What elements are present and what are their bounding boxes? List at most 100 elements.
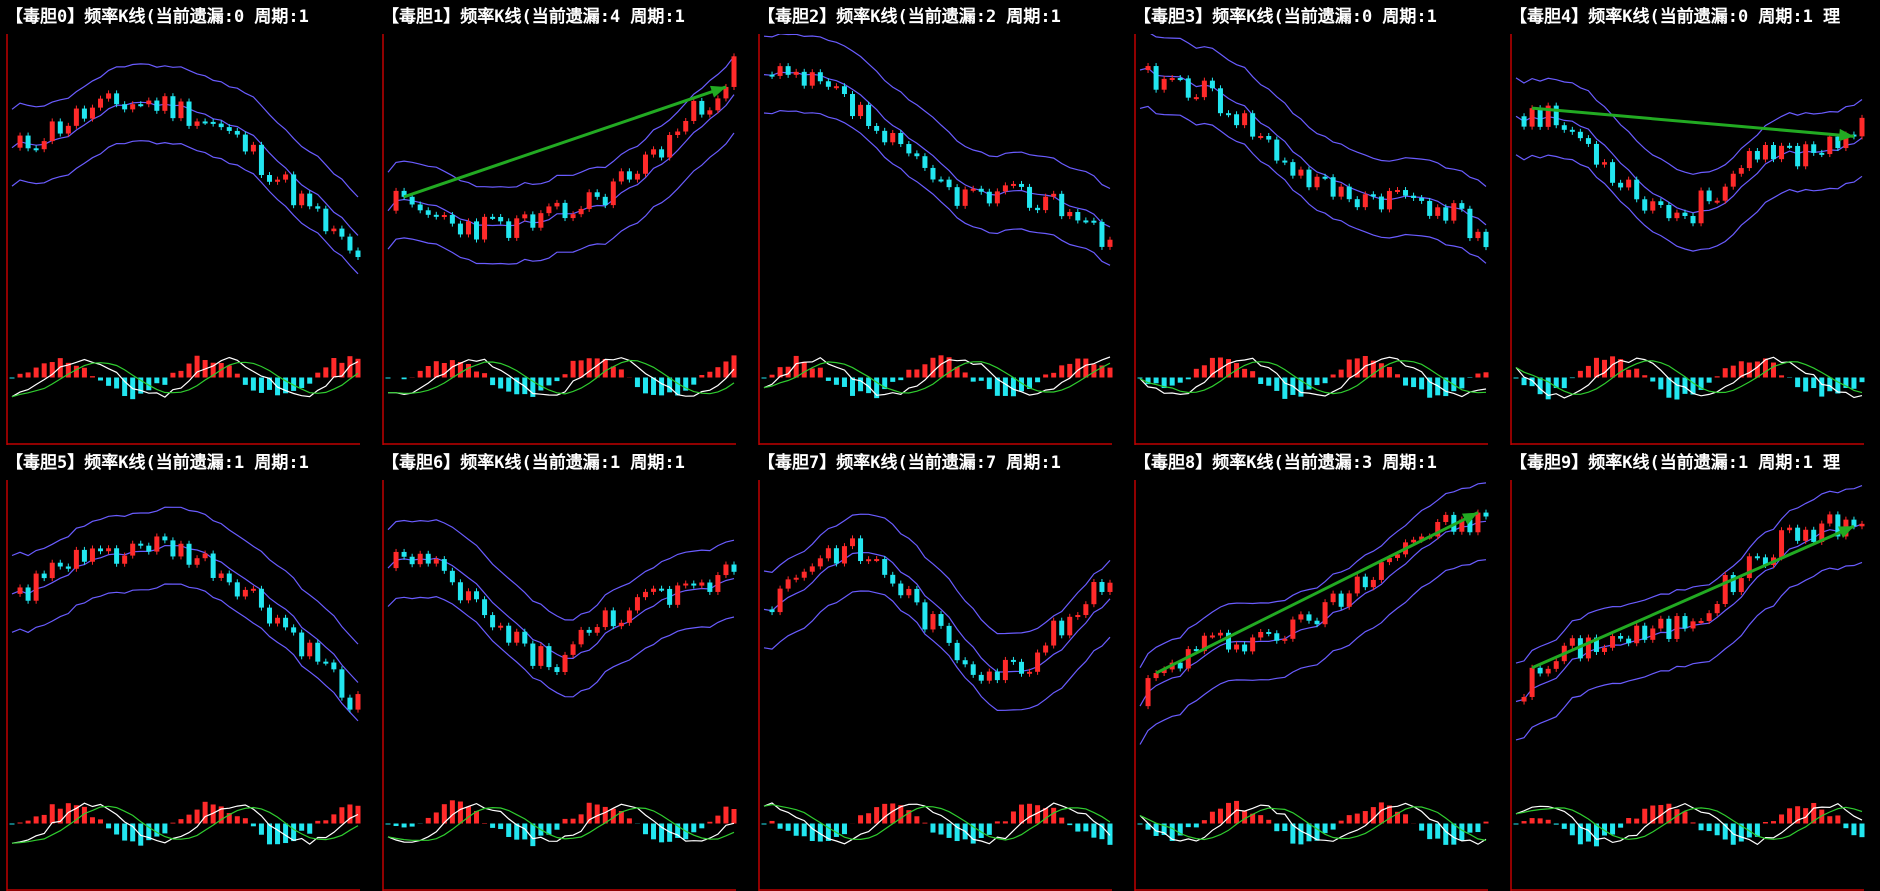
candle	[1234, 644, 1240, 650]
macd-bar	[1674, 377, 1680, 400]
kline-panel[interactable]: 【毒胆8】频率K线(当前遗漏:3 周期:1	[1128, 446, 1504, 891]
kline-panel[interactable]: 【毒胆9】频率K线(当前遗漏:1 周期:1 理	[1504, 446, 1880, 891]
candle	[1266, 631, 1272, 634]
candle	[659, 588, 665, 591]
macd-bar	[1626, 818, 1632, 824]
candle	[1322, 176, 1328, 179]
kline-panel[interactable]: 【毒胆1】频率K线(当前遗漏:4 周期:1	[376, 0, 752, 445]
kline-panel[interactable]: 【毒胆3】频率K线(当前遗漏:0 周期:1	[1128, 0, 1504, 445]
candle	[1250, 637, 1256, 652]
candle	[170, 96, 176, 119]
macd-bar	[723, 361, 729, 378]
macd-bar	[1226, 802, 1232, 824]
macd-bar	[242, 377, 248, 385]
macd-bar	[1610, 356, 1616, 378]
macd-bar	[114, 823, 120, 835]
candle	[930, 167, 936, 180]
candle	[634, 597, 640, 611]
macd-bar	[1561, 377, 1567, 389]
candle	[1585, 637, 1591, 659]
candle	[417, 553, 423, 565]
macd-bar	[554, 377, 560, 382]
kline-panel[interactable]: 【毒胆5】频率K线(当前遗漏:1 周期:1	[0, 446, 376, 891]
macd-bar	[986, 823, 992, 835]
macd-bar	[1835, 815, 1841, 824]
candle	[1043, 645, 1049, 653]
macd-bar	[1394, 374, 1400, 378]
macd-bar	[866, 377, 872, 394]
candle	[898, 583, 904, 596]
candle	[546, 646, 552, 668]
candle	[1298, 169, 1304, 176]
macd-bar	[602, 806, 608, 824]
candle	[570, 214, 576, 219]
candle	[1411, 195, 1417, 198]
candle	[1346, 186, 1352, 200]
panel-title: 【毒胆0】频率K线(当前遗漏:0 周期:1	[6, 7, 309, 27]
candle	[449, 215, 455, 224]
macd-bar	[978, 377, 984, 381]
macd-bar	[339, 362, 345, 378]
candle	[514, 218, 520, 238]
candle	[1161, 669, 1167, 674]
macd-bar	[1169, 823, 1175, 841]
dif-line	[1139, 356, 1487, 398]
candle	[1459, 203, 1465, 209]
candle	[602, 196, 608, 206]
kline-panel[interactable]: 【毒胆6】频率K线(当前遗漏:1 周期:1	[376, 446, 752, 891]
macd-bar	[1593, 823, 1599, 847]
kline-panel[interactable]: 【毒胆4】频率K线(当前遗漏:0 周期:1 理	[1504, 0, 1880, 445]
macd-bar	[1306, 377, 1312, 390]
macd-bar	[659, 823, 665, 843]
candle	[1226, 632, 1232, 650]
candle	[715, 575, 721, 592]
macd-bar	[1569, 823, 1575, 836]
macd-bar	[1459, 823, 1465, 841]
macd-bar	[1099, 365, 1105, 378]
macd-bar	[1394, 811, 1400, 824]
candle	[890, 133, 896, 143]
macd-bar	[538, 377, 544, 391]
candle	[1690, 621, 1696, 629]
candle	[1217, 632, 1223, 636]
candle	[1099, 582, 1105, 592]
candle	[401, 551, 407, 557]
candle	[793, 577, 799, 580]
macd-bar	[793, 355, 799, 378]
macd-bar	[266, 377, 272, 390]
candle	[417, 204, 423, 211]
macd-bar	[675, 823, 681, 838]
candle	[1593, 143, 1599, 165]
candle	[498, 625, 504, 628]
macd-bar	[922, 364, 928, 378]
candle	[1483, 231, 1489, 248]
candle	[1553, 105, 1559, 126]
macd-bar	[1083, 358, 1089, 378]
macd-bar	[651, 377, 657, 395]
kline-panel[interactable]: 【毒胆7】频率K线(当前遗漏:7 周期:1	[752, 446, 1128, 891]
macd-bar	[347, 356, 353, 378]
candle	[1153, 673, 1159, 679]
macd-bar	[258, 377, 264, 393]
candle	[275, 617, 281, 624]
candle	[785, 579, 791, 589]
macd-bar	[1137, 377, 1143, 379]
macd-bar	[482, 373, 488, 378]
candle	[41, 141, 47, 150]
dea-line	[387, 806, 735, 841]
kline-panel[interactable]: 【毒胆0】频率K线(当前遗漏:0 周期:1	[0, 0, 376, 445]
candle	[1795, 527, 1801, 541]
candle	[482, 216, 488, 240]
candle	[1330, 593, 1336, 603]
lower-band	[1515, 154, 1863, 252]
kline-panel[interactable]: 【毒胆2】频率K线(当前遗漏:2 周期:1	[752, 0, 1128, 445]
macd-bar	[283, 377, 289, 394]
macd-bar	[610, 808, 616, 824]
macd-bar	[210, 362, 216, 378]
candle	[1354, 576, 1360, 594]
candle	[202, 121, 208, 124]
macd-bar	[1002, 821, 1008, 824]
candle	[258, 588, 264, 608]
candle	[906, 588, 912, 596]
macd-bar	[49, 362, 55, 378]
